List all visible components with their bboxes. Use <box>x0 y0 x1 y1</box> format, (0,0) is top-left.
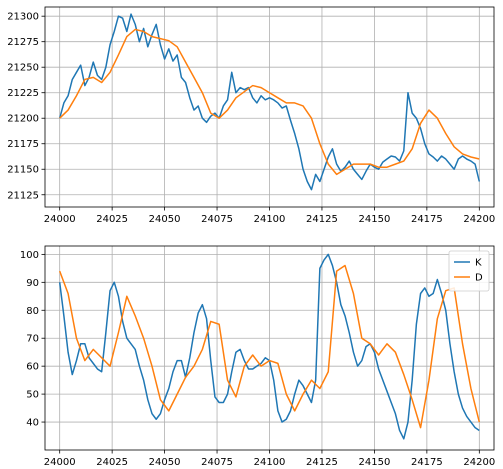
legend-label-k: K <box>475 258 482 269</box>
y-tick-label: 21150 <box>7 165 39 176</box>
y-tick-label: 21275 <box>7 37 39 48</box>
x-tick-label: 24175 <box>411 457 443 468</box>
x-tick-label: 24075 <box>201 457 233 468</box>
x-tick-label: 24150 <box>359 214 391 225</box>
x-tick-label: 24000 <box>44 214 76 225</box>
y-tick-label: 70 <box>26 334 39 345</box>
y-tick-label: 21200 <box>7 114 39 125</box>
x-tick-label: 24150 <box>359 457 391 468</box>
x-tick-label: 24175 <box>411 214 443 225</box>
series-line-price <box>58 13 481 191</box>
x-tick-label: 24050 <box>149 457 181 468</box>
y-tick-label: 60 <box>26 362 39 373</box>
x-tick-label: 24025 <box>96 214 128 225</box>
y-tick-label: 90 <box>26 278 39 289</box>
y-tick-label: 40 <box>26 418 39 429</box>
x-tick-label: 24025 <box>96 457 128 468</box>
x-tick-label: 24200 <box>463 457 495 468</box>
series-line-average <box>59 28 480 176</box>
x-tick-label: 24200 <box>463 214 495 225</box>
y-tick-label: 21125 <box>7 190 39 201</box>
y-tick-label: 80 <box>26 306 39 317</box>
y-tick-label: 50 <box>26 390 39 401</box>
y-tick-label: 21250 <box>7 63 39 74</box>
series-line-d <box>58 264 481 429</box>
x-tick-label: 24125 <box>306 214 338 225</box>
x-tick-label: 24100 <box>254 214 286 225</box>
kd-chart-panel: 24000 24025 24050 24075 24100 24125 24150 24175… <box>20 245 495 468</box>
x-tick-label: 24100 <box>254 457 286 468</box>
legend-box <box>448 250 490 292</box>
legend-label-d: D <box>475 273 483 284</box>
legend: KD <box>448 250 490 292</box>
y-tick-label: 21300 <box>7 12 39 23</box>
x-tick-label: 24050 <box>149 214 181 225</box>
y-tick-label: 21225 <box>7 88 39 99</box>
x-tick-label: 24125 <box>306 457 338 468</box>
price-chart-panel: 24000 24025 24050 24075 24100 24125 24150 24175… <box>7 6 495 225</box>
y-tick-label: 21175 <box>7 139 39 150</box>
y-tick-label: 100 <box>20 250 39 261</box>
x-tick-label: 24000 <box>44 457 76 468</box>
x-tick-label: 24075 <box>201 214 233 225</box>
